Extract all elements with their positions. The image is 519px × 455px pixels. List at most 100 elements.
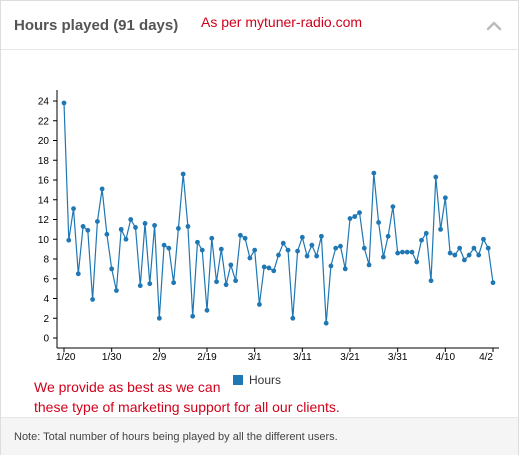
hours-data-point xyxy=(347,216,353,221)
chevron-up-icon[interactable] xyxy=(485,19,503,33)
hours-data-point xyxy=(447,250,453,256)
y-tick-label: 4 xyxy=(43,294,49,305)
hours-data-point xyxy=(428,278,434,284)
y-tick-label: 14 xyxy=(38,195,50,206)
hours-data-point xyxy=(266,265,272,271)
x-tick-label: 3/31 xyxy=(388,352,408,363)
hours-data-point xyxy=(147,281,153,287)
hours-data-point xyxy=(338,243,343,249)
hours-data-point xyxy=(233,278,239,284)
hours-data-point xyxy=(280,240,286,246)
hours-data-point xyxy=(404,249,410,255)
hours-data-point xyxy=(85,227,91,233)
hours-data-point xyxy=(395,250,401,256)
x-tick-label: 3/1 xyxy=(248,352,262,363)
hours-data-point xyxy=(295,248,300,254)
hours-data-point xyxy=(333,245,339,251)
hours-data-point xyxy=(366,262,372,268)
hours-data-point xyxy=(66,237,72,243)
hours-data-point xyxy=(371,170,377,176)
chart-area: 0 2 4 6 8 10 12 14 16 18 20 22 24 1/20 1/30 2/9 2/19 3/1 3… xyxy=(1,50,518,420)
hours-data-point xyxy=(204,307,210,313)
promo-text: We provide as best as we can these type … xyxy=(34,377,340,417)
hours-data-point xyxy=(390,204,396,210)
hours-data-point xyxy=(90,297,95,302)
x-tick-label: 4/2 xyxy=(479,352,493,363)
hours-data-point xyxy=(71,206,76,212)
hours-data-point xyxy=(271,268,277,274)
hours-data-point xyxy=(309,242,315,248)
hours-data-point xyxy=(304,253,310,259)
hours-data-point xyxy=(290,315,296,321)
x-tick-label: 3/21 xyxy=(340,352,360,363)
hours-data-point xyxy=(109,266,115,272)
hours-data-point xyxy=(419,237,424,243)
legend-label-hours: Hours xyxy=(249,373,281,387)
promo-line-1: We provide as best as we can xyxy=(34,379,221,395)
hours-data-point xyxy=(218,246,224,252)
hours-data-point xyxy=(123,236,129,242)
hours-data-point xyxy=(128,217,134,222)
hours-data-point xyxy=(118,226,124,232)
hours-data-point xyxy=(247,255,253,261)
hours-data-point xyxy=(133,225,138,230)
hours-data-point xyxy=(104,231,110,237)
hours-data-point xyxy=(466,252,472,258)
hours-data-point xyxy=(152,223,157,228)
hours-data-point xyxy=(180,171,186,177)
hours-data-point xyxy=(209,235,215,241)
y-tick-label: 24 xyxy=(38,97,50,108)
hours-data-point xyxy=(342,266,348,272)
hours-data-point xyxy=(471,245,477,251)
hours-data-point xyxy=(481,236,486,242)
y-tick-label: 22 xyxy=(38,116,50,127)
hours-data-point xyxy=(190,313,196,319)
x-tick-label: 1/20 xyxy=(56,352,76,363)
y-tick-label: 18 xyxy=(38,156,50,167)
hours-data-point xyxy=(314,253,320,259)
card-header: Hours played (91 days) As per mytuner-ra… xyxy=(1,1,518,50)
card-footer: Note: Total number of hours being played… xyxy=(1,417,518,455)
hours-data-point xyxy=(228,262,234,268)
hours-data-point xyxy=(99,186,105,192)
hours-data-point xyxy=(156,315,162,321)
hours-data-point xyxy=(261,264,267,270)
hours-data-point xyxy=(476,252,482,258)
hours-data-point xyxy=(452,252,458,258)
y-tick-label: 10 xyxy=(38,235,50,246)
hours-data-point xyxy=(462,257,467,263)
y-tick-label: 16 xyxy=(38,176,50,187)
hours-data-point xyxy=(75,271,81,277)
hours-data-point xyxy=(323,320,329,326)
hours-data-point xyxy=(237,232,243,238)
x-tick-label: 3/11 xyxy=(293,352,312,363)
x-tick-label: 2/9 xyxy=(152,352,166,363)
hours-data-point xyxy=(137,283,143,289)
hours-data-point xyxy=(361,245,367,251)
y-tick-label: 2 xyxy=(43,314,49,325)
hours-data-point xyxy=(80,224,86,229)
hours-data-point xyxy=(299,234,305,240)
hours-data-point xyxy=(438,226,443,232)
footer-note: Note: Total number of hours being played… xyxy=(14,431,338,443)
hours-data-point xyxy=(214,279,219,285)
hours-data-point xyxy=(257,302,262,307)
hours-data-point xyxy=(223,282,229,288)
hours-data-point xyxy=(176,225,181,231)
hours-data-point xyxy=(276,252,281,258)
source-note: As per mytuner-radio.com xyxy=(201,14,363,30)
hours-data-point xyxy=(385,233,391,239)
hours-data-point xyxy=(442,195,448,201)
hours-data-point xyxy=(376,220,381,225)
legend-swatch-hours xyxy=(233,375,243,385)
hours-series-line xyxy=(63,102,494,324)
card-title: Hours played (91 days) xyxy=(14,17,179,34)
hours-data-point xyxy=(185,224,191,229)
hours-data-point xyxy=(409,249,415,255)
y-tick-label: 12 xyxy=(38,215,50,226)
hours-data-point xyxy=(490,280,496,286)
y-tick-label: 8 xyxy=(43,255,49,266)
hours-data-point xyxy=(252,247,258,253)
hours-data-point xyxy=(457,245,463,251)
